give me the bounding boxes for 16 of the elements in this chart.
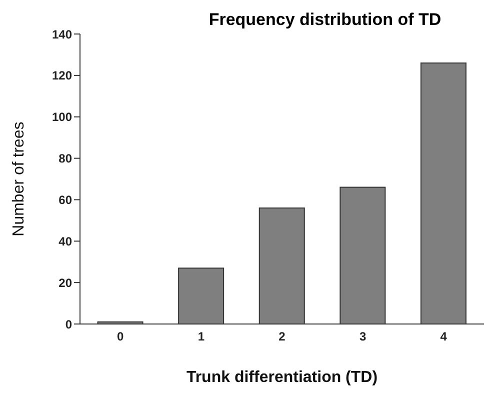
chart-title: Frequency distribution of TD bbox=[208, 10, 442, 30]
y-tick-label: 100 bbox=[52, 110, 72, 124]
y-tick-label: 20 bbox=[58, 276, 72, 290]
y-tick-label: 80 bbox=[58, 152, 72, 166]
y-tick-label: 120 bbox=[52, 68, 72, 83]
y-axis-title: Number of trees bbox=[10, 122, 28, 236]
x-tick-label: 3 bbox=[359, 330, 366, 344]
x-tick-label: 0 bbox=[117, 330, 124, 344]
x-axis-title: Trunk differentiation (TD) bbox=[186, 369, 378, 386]
y-tick-label: 60 bbox=[58, 192, 72, 207]
x-tick-label: 1 bbox=[198, 330, 205, 344]
y-tick-label: 140 bbox=[52, 27, 72, 42]
y-tick-label: 40 bbox=[58, 234, 72, 248]
y-tick-label: 0 bbox=[65, 317, 72, 332]
x-tick-label: 4 bbox=[440, 330, 448, 344]
x-tick-label: 2 bbox=[278, 330, 286, 344]
